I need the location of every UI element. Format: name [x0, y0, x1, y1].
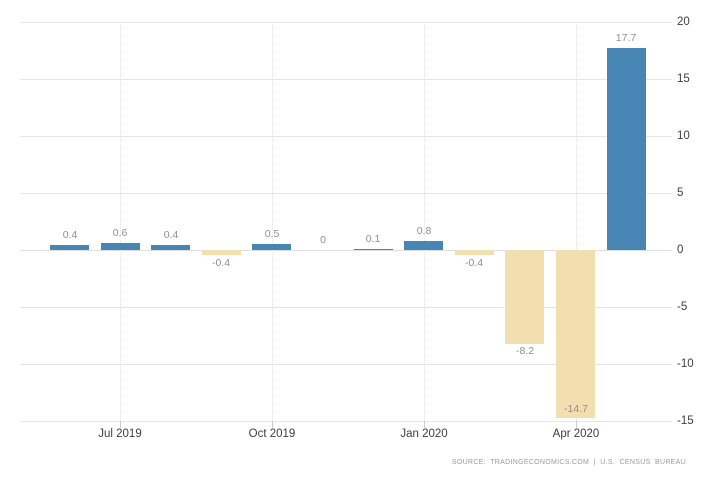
bar-value-label: -8.2 — [515, 345, 535, 357]
bar-value-label: 0.4 — [62, 229, 78, 241]
x-axis-tick — [120, 421, 121, 428]
y-axis-tick-label: 5 — [677, 187, 684, 199]
gridline-x-oct-2019 — [272, 22, 273, 421]
x-axis-tick-label: Jan 2020 — [400, 428, 448, 440]
y-axis-tick-label: -10 — [677, 358, 694, 370]
bar-sep-2019[interactable] — [202, 250, 241, 255]
y-axis-tick-label: -15 — [677, 415, 694, 427]
gridline-y--5 — [20, 307, 672, 308]
bar-value-label: 0.6 — [112, 227, 128, 239]
gridline-y-10 — [20, 136, 672, 137]
bar-oct-2019[interactable] — [252, 244, 291, 250]
bar-aug-2019[interactable] — [151, 245, 190, 250]
bar-value-label: 0.4 — [163, 229, 179, 241]
bar-jun-2019[interactable] — [50, 245, 89, 250]
bar-may-2020[interactable] — [607, 48, 646, 250]
gridline-y--15 — [20, 421, 672, 422]
gridline-y--10 — [20, 364, 672, 365]
bar-dec-2019[interactable] — [354, 248, 393, 250]
bar-value-label: 17.7 — [615, 32, 637, 44]
x-axis-tick — [576, 421, 577, 428]
bar-jul-2019[interactable] — [101, 243, 140, 250]
y-axis-tick-label: 0 — [677, 244, 684, 256]
source-attribution: SOURCE: TRADINGECONOMICS.COM | U.S. CENS… — [451, 459, 686, 466]
x-axis-tick-label: Apr 2020 — [552, 428, 600, 440]
bar-jan-2020[interactable] — [404, 240, 443, 250]
bar-value-label: -0.4 — [211, 257, 231, 269]
y-axis-tick-label: 10 — [677, 130, 690, 142]
y-axis-tick-label: 15 — [677, 73, 690, 85]
gridline-y-0 — [20, 250, 672, 251]
y-axis-tick-label: 20 — [677, 16, 690, 28]
bar-feb-2020[interactable] — [455, 250, 494, 255]
bar-value-label: -0.4 — [464, 257, 484, 269]
bar-value-label: 0.1 — [365, 233, 381, 245]
gridline-y-20 — [20, 22, 672, 23]
bar-value-label: -14.7 — [564, 403, 588, 415]
bar-mar-2020[interactable] — [505, 250, 544, 344]
gridline-y-15 — [20, 79, 672, 80]
y-axis-tick-label: -5 — [677, 301, 688, 313]
bar-value-label: 0 — [320, 234, 326, 246]
x-axis-tick — [272, 421, 273, 428]
bar-value-label: 0.8 — [416, 225, 432, 237]
bar-apr-2020[interactable] — [556, 250, 595, 418]
x-axis-tick — [424, 421, 425, 428]
gridline-x-apr-2020 — [576, 22, 577, 421]
x-axis-tick-label: Jul 2019 — [98, 428, 142, 440]
gridline-y-5 — [20, 193, 672, 194]
gridline-x-jul-2019 — [120, 22, 121, 421]
gridline-x-jan-2020 — [424, 22, 425, 421]
x-axis-tick-label: Oct 2019 — [248, 428, 296, 440]
bar-value-label: 0.5 — [264, 228, 280, 240]
